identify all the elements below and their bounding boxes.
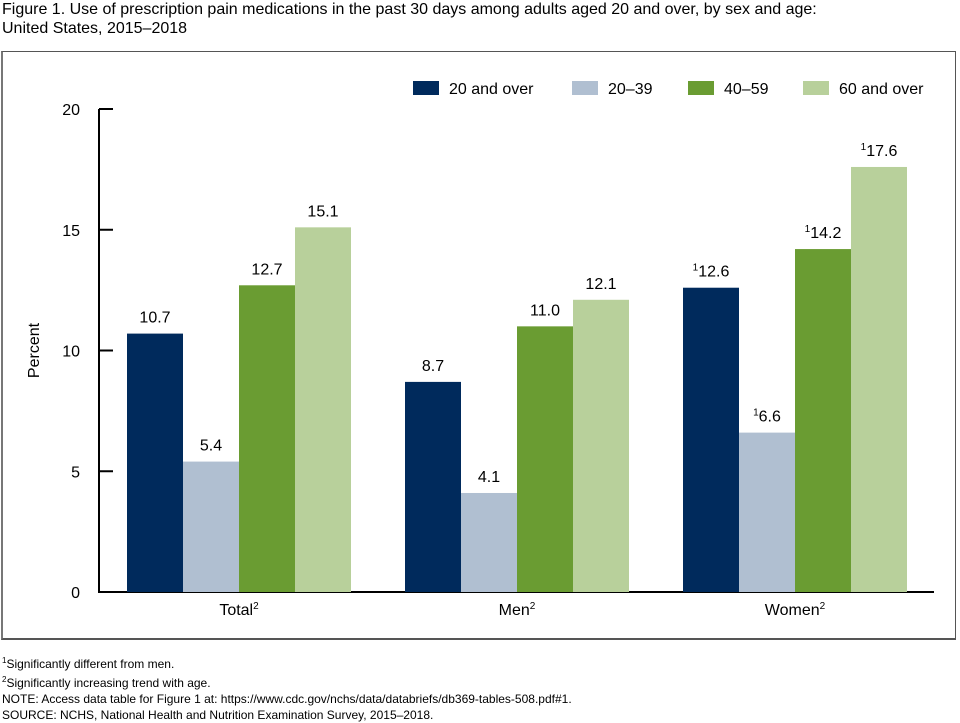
legend-label: 20 and over (449, 81, 534, 98)
y-tick-label: 0 (71, 585, 80, 602)
bar-1-1 (461, 492, 517, 592)
data-label: 8.7 (422, 358, 444, 375)
y-tick-label: 15 (62, 223, 80, 240)
y-tick-label: 20 (62, 102, 80, 119)
data-label: 112.6 (693, 263, 730, 281)
legend-swatch (803, 81, 829, 95)
footnote-1: 1Significantly different from men. (2, 656, 175, 671)
x-tick-label: Women2 (765, 601, 826, 619)
y-tick-label: 10 (62, 344, 80, 361)
y-axis-label: Percent (26, 322, 43, 378)
figure-title-line2: United States, 2015–2018 (2, 20, 188, 37)
data-label: 5.4 (200, 438, 222, 455)
footnote-2: 2Significantly increasing trend with age… (2, 675, 211, 690)
x-tick-label: Total2 (219, 601, 259, 619)
footnote-note: NOTE: Access data table for Figure 1 at:… (2, 692, 572, 706)
figure-title-line1: Figure 1. Use of prescription pain medic… (2, 1, 817, 18)
chart-frame (1, 51, 956, 640)
data-label: 114.2 (805, 224, 842, 242)
footnote-source: SOURCE: NCHS, National Health and Nutrit… (2, 708, 434, 722)
bar-3-0 (295, 227, 351, 592)
legend-swatch (413, 81, 439, 95)
legend-label: 60 and over (839, 81, 924, 98)
bar-0-2 (683, 287, 739, 592)
y-tick-label: 5 (71, 464, 80, 481)
bar-1-2 (739, 432, 795, 592)
bar-3-2 (851, 166, 907, 592)
legend-label: 40–59 (724, 81, 769, 98)
bar-0-0 (127, 333, 183, 592)
data-label: 11.0 (530, 302, 560, 319)
data-label: 117.6 (861, 142, 898, 160)
bar-2-0 (239, 285, 295, 592)
bar-0-1 (405, 381, 461, 592)
data-label: 4.1 (478, 469, 500, 486)
x-tick-label: Men2 (499, 601, 536, 619)
legend-swatch (688, 81, 714, 95)
figure-title: Figure 1. Use of prescription pain medic… (2, 0, 952, 38)
footnotes: 1Significantly different from men. 2Sign… (2, 653, 572, 723)
bar-1-0 (183, 461, 239, 592)
bar-3-1 (573, 299, 629, 592)
data-label: 16.6 (753, 408, 781, 426)
data-label: 12.7 (251, 261, 282, 278)
legend-swatch (572, 81, 598, 95)
data-label: 12.1 (585, 276, 616, 293)
legend-label: 20–39 (608, 81, 653, 98)
data-label: 10.7 (139, 310, 170, 327)
bar-2-2 (795, 249, 851, 592)
data-label: 15.1 (307, 203, 338, 220)
bar-2-1 (517, 326, 573, 592)
